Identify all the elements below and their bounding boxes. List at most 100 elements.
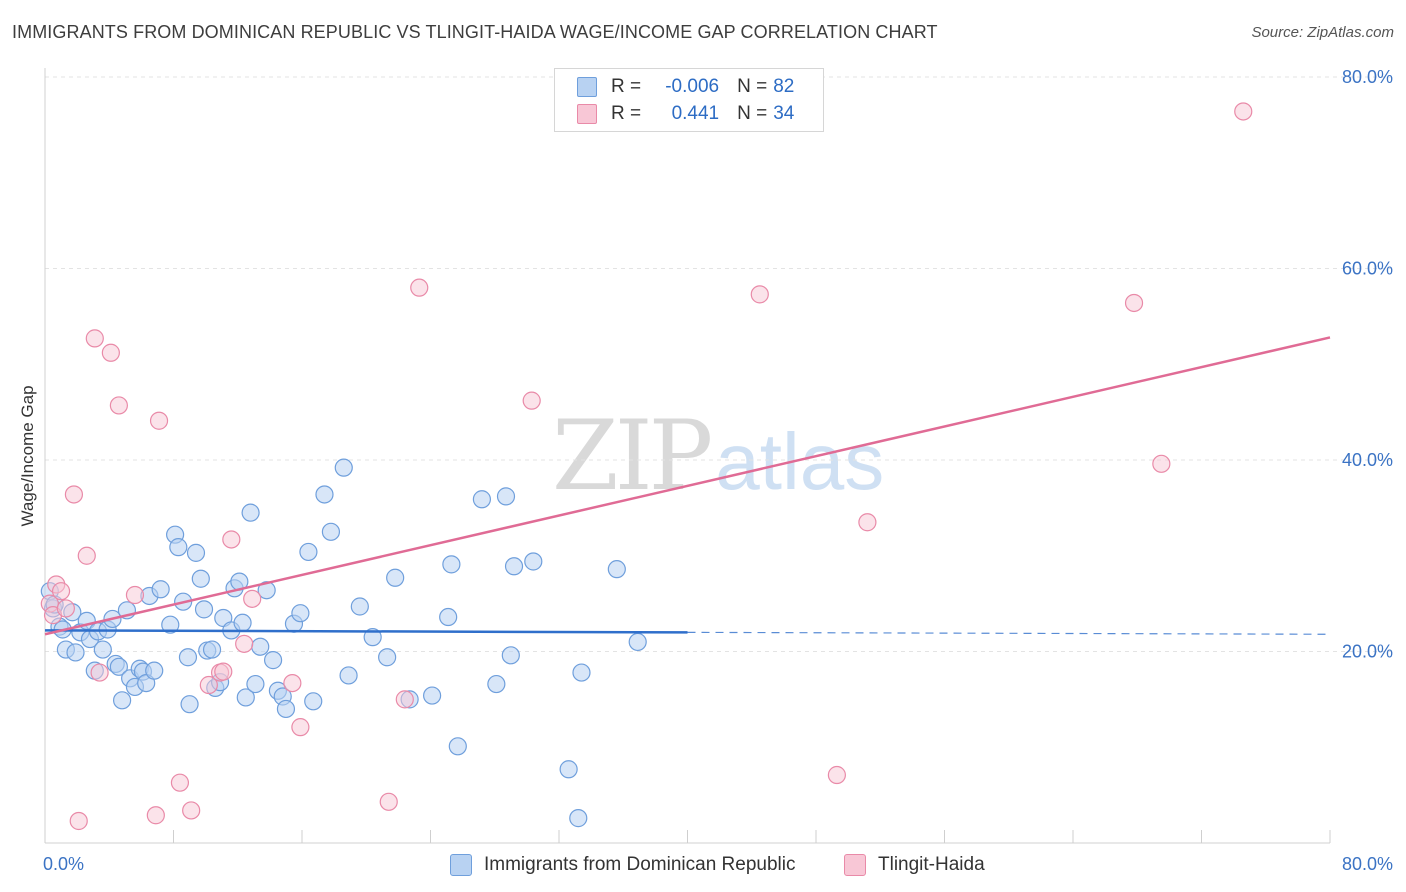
data-point-tlingit-haida <box>291 718 310 737</box>
data-point-tlingit-haida <box>283 673 302 693</box>
data-point-tlingit-haida <box>214 662 233 681</box>
bottom-legend-swatch-blue <box>450 854 472 876</box>
data-point-dominican-republic <box>559 760 578 779</box>
data-point-dominican-republic <box>496 487 516 506</box>
data-point-dominican-republic <box>186 543 206 562</box>
bottom-legend-tlingit-haida: Tlingit-Haida <box>844 852 985 878</box>
grid-lines <box>45 76 1392 652</box>
data-point-dominican-republic <box>501 646 520 665</box>
data-point-dominican-republic <box>339 666 358 685</box>
data-point-dominican-republic <box>423 686 442 705</box>
y-tick-label: 60.0% <box>1342 259 1393 279</box>
axis-labels: 20.0% 40.0% 60.0% 80.0% 0.0% 80.0% Wage/Income… <box>18 67 1393 874</box>
data-point-dominican-republic <box>109 657 128 676</box>
y-tick-label: 20.0% <box>1342 642 1393 662</box>
data-point-dominican-republic <box>607 560 626 579</box>
data-point-tlingit-haida <box>51 582 71 601</box>
x-tick-label: 80.0% <box>1342 854 1393 874</box>
data-point-dominican-republic <box>363 628 382 647</box>
data-point-tlingit-haida <box>750 285 769 304</box>
data-point-dominican-republic <box>321 522 341 541</box>
x-tick-label: 0.0% <box>43 854 84 874</box>
data-point-dominican-republic <box>299 542 318 562</box>
data-point-dominican-republic <box>378 648 397 667</box>
data-point-dominican-republic <box>251 637 270 656</box>
data-point-dominican-republic <box>439 607 458 627</box>
data-point-tlingit-haida <box>222 530 241 549</box>
bottom-legend-dominican-republic: Immigrants from Dominican Republic <box>450 852 796 878</box>
data-point-dominican-republic <box>233 613 252 632</box>
legend-n-label: N = <box>737 76 768 97</box>
data-point-dominican-republic <box>263 651 283 670</box>
data-point-dominican-republic <box>236 688 255 707</box>
data-point-dominican-republic <box>180 695 199 714</box>
data-point-tlingit-haida <box>1124 293 1144 313</box>
trend-lines <box>44 336 1331 636</box>
data-point-tlingit-haida <box>90 663 109 682</box>
data-point-tlingit-haida <box>149 411 169 430</box>
legend-n-value: 34 <box>773 103 795 124</box>
data-point-dominican-republic <box>628 632 647 652</box>
y-tick-label: 40.0% <box>1342 450 1393 470</box>
data-point-tlingit-haida <box>235 634 254 653</box>
data-point-tlingit-haida <box>125 585 145 605</box>
data-point-dominican-republic <box>194 600 214 619</box>
data-point-dominican-republic <box>572 663 591 682</box>
bottom-legend-label: Tlingit-Haida <box>878 854 985 875</box>
data-point-dominican-republic <box>202 640 222 659</box>
data-point-dominican-republic <box>66 643 85 662</box>
data-point-tlingit-haida <box>858 513 877 532</box>
data-point-tlingit-haida <box>379 792 398 811</box>
data-point-tlingit-haida <box>101 343 120 362</box>
data-point-tlingit-haida <box>77 546 96 565</box>
data-point-dominican-republic <box>315 485 334 504</box>
data-point-tlingit-haida <box>199 675 218 695</box>
bottom-legend-swatch-pink <box>844 854 866 876</box>
series-tlingit-haida-points <box>40 102 1253 831</box>
data-point-dominican-republic <box>178 648 198 667</box>
legend-r-label: R = <box>611 76 642 97</box>
axes <box>44 68 1331 844</box>
legend-row-dominican-republic: R = -0.006 N = 82 <box>577 74 794 100</box>
data-point-tlingit-haida <box>69 811 88 831</box>
data-point-dominican-republic <box>161 615 180 634</box>
data-point-dominican-republic <box>112 691 132 710</box>
data-point-dominican-republic <box>448 737 467 756</box>
data-point-tlingit-haida <box>1152 454 1171 473</box>
data-point-dominican-republic <box>291 604 310 623</box>
bottom-legend-label: Immigrants from Dominican Republic <box>484 854 796 875</box>
legend-r-label: R = <box>611 103 642 124</box>
data-point-dominican-republic <box>524 552 543 571</box>
data-point-tlingit-haida <box>243 589 262 608</box>
legend-n-value: 82 <box>773 76 795 97</box>
legend-swatch-blue <box>577 77 597 97</box>
trend-line-tlingit-haida <box>44 336 1331 636</box>
data-point-dominican-republic <box>569 809 588 828</box>
data-point-dominican-republic <box>191 569 210 588</box>
data-point-tlingit-haida <box>109 396 128 415</box>
data-point-dominican-republic <box>145 661 164 680</box>
data-point-dominican-republic <box>386 568 405 587</box>
data-point-tlingit-haida <box>64 485 84 504</box>
chart-title: IMMIGRANTS FROM DOMINICAN REPUBLIC VS TL… <box>12 22 938 42</box>
trend-line-dominican-republic <box>44 629 688 634</box>
data-point-tlingit-haida <box>1234 102 1253 121</box>
y-tick-label: 80.0% <box>1342 67 1393 87</box>
legend-row-tlingit-haida: R = 0.441 N = 34 <box>577 101 794 127</box>
data-point-tlingit-haida <box>56 599 75 618</box>
data-point-dominican-republic <box>350 597 369 616</box>
data-point-tlingit-haida <box>522 391 541 410</box>
data-point-tlingit-haida <box>827 765 846 785</box>
data-point-dominican-republic <box>169 538 188 557</box>
y-axis-label: Wage/Income Gap <box>18 385 37 526</box>
trend-line-dominican-republic-extension <box>687 631 1331 635</box>
data-point-tlingit-haida <box>182 801 201 820</box>
data-point-dominican-republic <box>334 458 353 477</box>
data-point-dominican-republic <box>276 699 296 719</box>
series-dominican-republic-points <box>40 458 647 828</box>
data-point-dominican-republic <box>487 674 506 694</box>
legend-n-label: N = <box>737 103 768 124</box>
data-point-dominican-republic <box>304 692 323 711</box>
data-point-dominican-republic <box>151 580 170 599</box>
